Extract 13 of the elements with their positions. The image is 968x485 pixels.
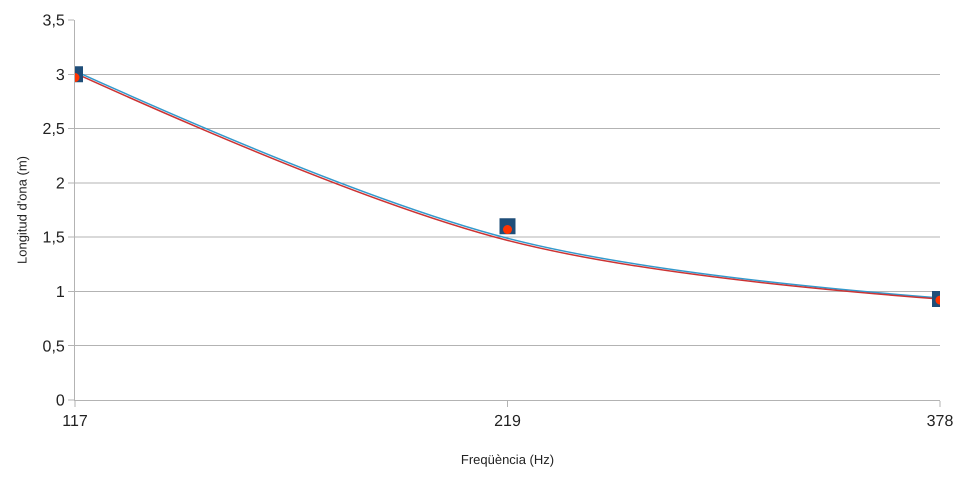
- y-tick-label: 1,5: [42, 230, 65, 247]
- y-axis-title: Longitud d'ona (m): [14, 156, 30, 264]
- y-tick-label: 2: [56, 175, 65, 192]
- y-tick-label: 0: [56, 392, 65, 410]
- x-axis-title: Freqüència (Hz): [460, 452, 554, 467]
- x-tick-label: 117: [62, 413, 88, 430]
- y-tick-label: 3: [56, 66, 65, 84]
- y-tick-label: 2,5: [42, 121, 65, 138]
- y-tick-label: 0,5: [42, 338, 65, 356]
- x-tick-label: 378: [926, 413, 954, 430]
- y-tick-label: 1: [56, 284, 65, 302]
- y-tick-label: 3,5: [42, 12, 65, 30]
- x-tick-label: 219: [494, 413, 521, 430]
